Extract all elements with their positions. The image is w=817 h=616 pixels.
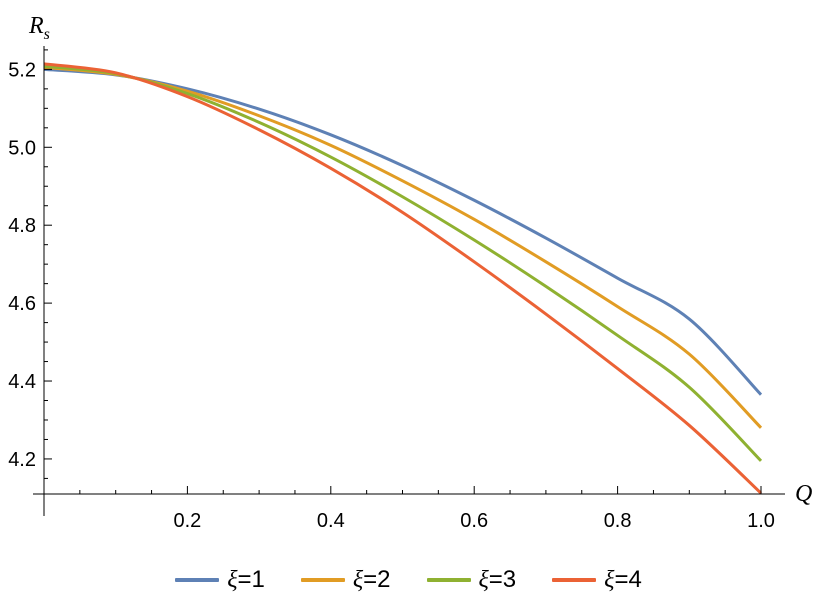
series-line-3: [43, 64, 763, 462]
legend-label-symbol: ξ: [604, 567, 615, 593]
legend: ξ=1 ξ=2 ξ=3 ξ=4: [0, 562, 817, 598]
legend-label-value: =4: [614, 566, 642, 593]
series-line-4: [43, 62, 763, 495]
series-line-1: [43, 67, 763, 396]
legend-swatch: [426, 578, 471, 582]
legend-item-2: ξ=2: [300, 566, 391, 594]
legend-swatch: [552, 578, 597, 582]
x-tick-label: 0.6: [460, 510, 488, 532]
legend-item-3: ξ=3: [426, 566, 517, 594]
legend-item-4: ξ=4: [552, 566, 642, 594]
legend-label-symbol: ξ: [352, 567, 364, 593]
series-line-2: [43, 65, 763, 429]
legend-swatch: [300, 578, 345, 582]
y-tick-label: 4.6: [8, 293, 36, 315]
series-lines: [43, 62, 763, 495]
legend-label: ξ=4: [604, 566, 642, 594]
legend-label-value: =3: [488, 566, 517, 593]
y-tick-label: 5.0: [8, 137, 36, 159]
y-tick-label: 4.2: [8, 449, 36, 471]
x-tick-label: 0.8: [604, 510, 632, 532]
x-tick-label: 0.2: [173, 510, 201, 532]
legend-label-value: =1: [237, 566, 265, 593]
legend-swatch: [175, 578, 220, 582]
y-tick-label: 5.2: [8, 59, 36, 81]
legend-label-value: =2: [363, 566, 391, 593]
x-tick-label: 1.0: [747, 510, 775, 532]
x-tick-label: 0.4: [317, 510, 345, 532]
axes: 0.2 0.4 0.6 0.8 1.0 4.2 4.4 4.6 4.8 5.0 5.2: [8, 46, 785, 532]
legend-label: ξ=1: [227, 566, 265, 594]
y-axis-title-main: R: [28, 13, 44, 39]
y-axis-title: Rs: [28, 13, 50, 43]
legend-item-1: ξ=1: [175, 566, 265, 594]
y-tick-label: 4.4: [8, 371, 36, 393]
y-tick-label: 4.8: [8, 215, 36, 237]
legend-label: ξ=2: [353, 566, 391, 594]
legend-label-symbol: ξ: [478, 567, 489, 593]
legend-label: ξ=3: [479, 566, 517, 594]
x-axis-title: Q: [795, 481, 812, 507]
legend-label-symbol: ξ: [227, 567, 238, 593]
y-axis-title-subscript: s: [44, 26, 50, 43]
